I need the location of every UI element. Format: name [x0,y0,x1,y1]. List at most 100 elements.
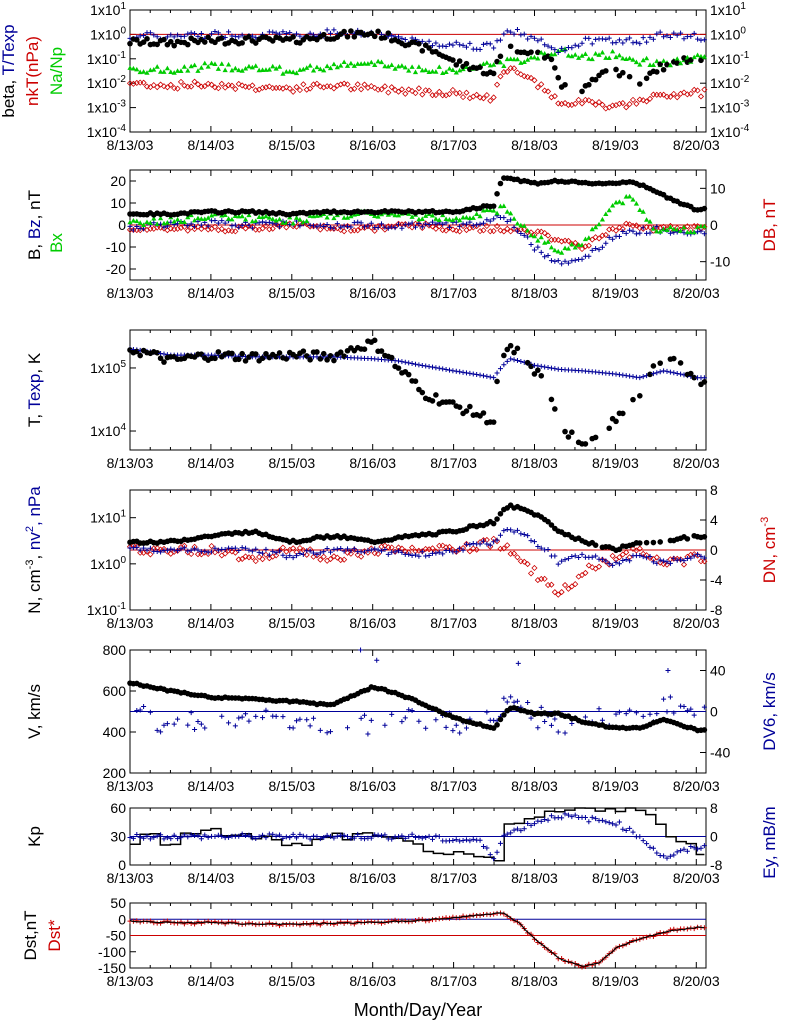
data-point-triangle [372,62,378,68]
data-point-diamond [463,89,470,96]
data-point-diamond [293,83,300,91]
data-point-diamond [640,97,647,104]
data-point-diamond [477,94,484,101]
data-point-plus [572,553,578,559]
data-point-diamond [514,69,521,76]
data-point-triangle [579,53,585,58]
data-point-triangle [436,64,442,69]
data-point-dot [212,355,218,362]
data-point-dot [637,393,643,399]
data-point-triangle [232,213,238,219]
data-point-plus [565,812,571,818]
data-point-triangle [681,224,687,230]
data-point-dot [467,403,473,410]
data-point-plus [494,370,500,376]
tick-label: 1x104 [90,422,126,439]
data-point-plus [514,26,520,32]
data-point-triangle [389,62,395,67]
date-tick-label: 8/14/03 [188,870,235,886]
data-point-triangle [280,220,286,225]
data-point-plus [606,820,612,826]
data-point-plus [562,730,568,736]
data-point-plus [511,31,517,37]
date-tick-label: 8/17/03 [430,870,477,886]
data-point-plus [474,222,480,228]
data-point-diamond [697,93,705,100]
data-point-plus [501,832,507,838]
data-point-plus [637,834,643,840]
data-point-dot [154,349,160,356]
data-point-triangle [157,215,164,221]
data-point-plus [222,220,228,226]
panel-velocity: 8/13/03 8/14/03 8/15/03 8/16/03 8/17/03 8/18/… [25,642,779,794]
data-point-plus [589,814,595,820]
data-point-triangle [555,248,561,254]
data-point-plus [321,549,327,555]
data-point-diamond [218,80,225,87]
data-point-plus [440,551,446,557]
data-point-plus [280,835,286,841]
data-point-plus [518,231,524,237]
data-point-plus [450,728,456,734]
data-point-dot [654,69,660,75]
data-point-plus [239,545,245,551]
data-point-plus [589,554,595,560]
data-point-plus [260,219,266,225]
data-point-plus [596,247,602,253]
data-point-triangle [195,215,201,221]
data-point-plus [494,537,500,543]
data-point-plus [181,921,187,927]
data-point-plus [239,714,245,720]
data-point-plus [538,545,544,551]
data-point-diamond [565,585,572,592]
data-point-triangle [242,65,249,71]
data-point-plus [548,258,554,264]
data-point-plus [514,358,520,364]
data-point-plus [613,711,619,717]
date-tick-label: 8/19/03 [592,973,639,989]
data-point-diamond [439,92,446,99]
data-point-plus [491,45,497,51]
data-point-plus [698,845,704,851]
data-point-plus [253,546,259,552]
data-point-triangle [324,214,330,220]
data-point-diamond [595,563,603,570]
data-point-plus [487,542,493,548]
data-point-plus [195,33,201,39]
data-point-plus [246,832,252,838]
data-point-triangle [667,62,673,68]
data-point-plus [640,838,646,844]
data-point-triangle [351,63,357,68]
data-point-plus [175,716,181,722]
data-point-diamond [160,83,168,90]
data-point-plus [164,721,170,727]
data-point-plus [385,225,391,231]
data-point-dot [504,346,511,353]
data-point-plus [538,818,544,824]
data-point-triangle [596,52,602,57]
date-tick-label: 8/13/03 [107,285,154,301]
data-point-dot [344,33,351,40]
data-point-dot [507,43,514,50]
data-point-plus [416,220,422,226]
data-point-plus [406,834,412,840]
data-point-plus [535,244,541,250]
data-point-plus [246,547,252,553]
data-point-dot [239,40,245,46]
data-point-diamond [565,101,572,109]
data-point-diamond [504,68,511,75]
data-point-plus [548,365,554,371]
data-point-triangle [637,207,643,212]
data-point-dot [670,355,677,362]
data-point-diamond [500,228,507,235]
data-point-plus [226,720,232,726]
data-point-plus [460,837,466,843]
data-point-triangle [593,224,599,230]
data-point-triangle [202,216,208,222]
data-point-plus [263,835,269,841]
data-point-plus [562,811,568,817]
date-tick-label: 8/19/03 [592,615,639,631]
data-point-dot [535,367,541,373]
data-point-plus [202,725,208,731]
data-point-triangle [290,69,296,75]
